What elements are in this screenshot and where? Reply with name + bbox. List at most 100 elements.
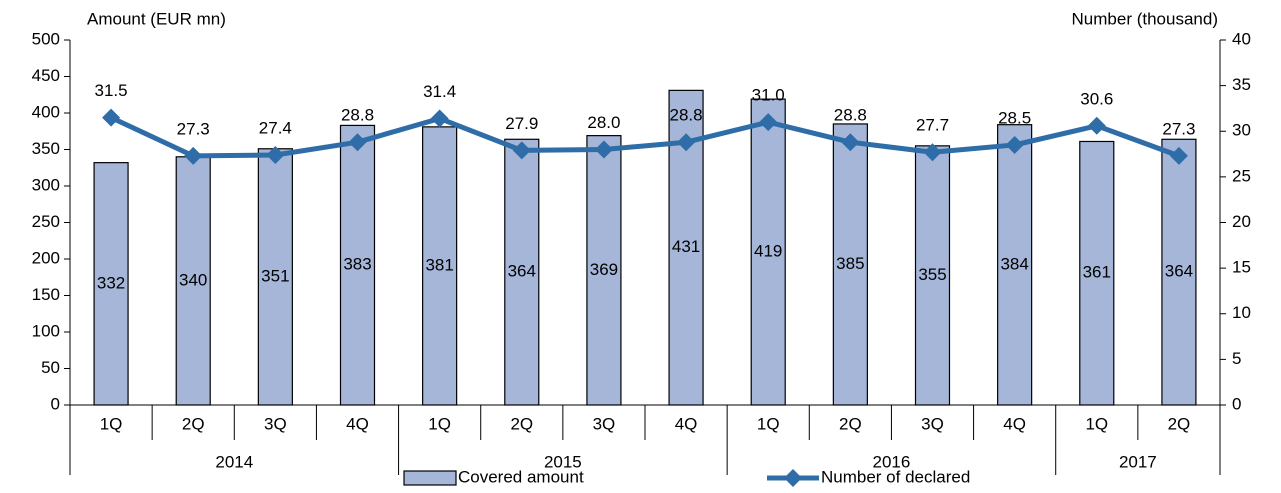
group-label: 2016 bbox=[873, 452, 911, 471]
x-tick-label: 1Q bbox=[100, 414, 123, 433]
line-marker bbox=[1087, 116, 1106, 135]
bar-value-label: 351 bbox=[261, 266, 289, 285]
line-value-label: 28.8 bbox=[341, 106, 374, 125]
legend-marker bbox=[784, 469, 802, 487]
x-tick-label: 3Q bbox=[921, 414, 944, 433]
line-value-label: 28.5 bbox=[998, 108, 1031, 127]
line-marker bbox=[348, 133, 367, 152]
bar-value-label: 419 bbox=[754, 242, 782, 261]
x-tick-label: 1Q bbox=[757, 414, 780, 433]
line-value-label: 28.8 bbox=[834, 106, 867, 125]
y2-tick-label: 25 bbox=[1232, 166, 1251, 185]
y2-tick-label: 0 bbox=[1232, 394, 1241, 413]
line-marker bbox=[266, 145, 285, 164]
bar bbox=[422, 126, 458, 406]
y-tick-label: 150 bbox=[32, 285, 60, 304]
line-value-label: 30.6 bbox=[1080, 89, 1113, 108]
legend-label: Covered amount bbox=[458, 467, 584, 486]
bar-value-label: 364 bbox=[508, 262, 536, 281]
y-tick-label: 350 bbox=[32, 139, 60, 158]
y-tick-label: 500 bbox=[32, 29, 60, 48]
line-marker bbox=[512, 141, 531, 160]
bar-value-label: 383 bbox=[343, 255, 371, 274]
x-tick-label: 4Q bbox=[1003, 414, 1026, 433]
line-marker bbox=[430, 109, 449, 128]
y2-tick-label: 40 bbox=[1232, 29, 1251, 48]
bar bbox=[832, 123, 868, 406]
y2-axis-title: Number (thousand) bbox=[1072, 9, 1218, 28]
y-tick-label: 250 bbox=[32, 212, 60, 231]
line-value-label: 27.3 bbox=[1162, 119, 1195, 138]
bar bbox=[339, 124, 376, 406]
bar bbox=[257, 148, 293, 406]
bar-value-label: 384 bbox=[1000, 254, 1028, 273]
y2-tick-label: 20 bbox=[1232, 212, 1251, 231]
line-value-label: 31.4 bbox=[423, 82, 456, 101]
line-marker bbox=[1005, 135, 1024, 154]
y2-tick-label: 5 bbox=[1232, 349, 1241, 368]
line-marker bbox=[841, 133, 860, 152]
line-value-label: 31.0 bbox=[752, 86, 785, 105]
bar bbox=[1161, 138, 1197, 406]
line-marker bbox=[1169, 146, 1188, 165]
line-marker bbox=[594, 140, 613, 159]
line-value-label: 27.4 bbox=[259, 118, 292, 137]
line-value-label: 28.8 bbox=[670, 106, 703, 125]
y-tick-label: 400 bbox=[32, 102, 60, 121]
legend-label: Number of declared bbox=[821, 467, 970, 486]
y-tick-label: 50 bbox=[41, 358, 60, 377]
y2-tick-label: 10 bbox=[1232, 303, 1251, 322]
y-tick-label: 450 bbox=[32, 66, 60, 85]
line-marker bbox=[184, 146, 203, 165]
y-tick-label: 100 bbox=[32, 321, 60, 340]
x-tick-label: 2Q bbox=[182, 414, 205, 433]
y2-tick-label: 30 bbox=[1232, 121, 1251, 140]
line-value-label: 27.9 bbox=[505, 114, 538, 133]
bar-value-label: 381 bbox=[425, 255, 453, 274]
x-tick-label: 1Q bbox=[428, 414, 451, 433]
bar bbox=[1079, 140, 1115, 406]
line bbox=[110, 115, 1180, 159]
line-value-label: 27.3 bbox=[177, 119, 210, 138]
y-tick-label: 0 bbox=[51, 394, 60, 413]
line-marker bbox=[759, 113, 778, 132]
bar bbox=[504, 138, 540, 406]
line-value-label: 28.0 bbox=[587, 113, 620, 132]
x-tick-label: 3Q bbox=[593, 414, 616, 433]
y-tick-label: 300 bbox=[32, 175, 60, 194]
line-value-label: 31.5 bbox=[95, 81, 128, 100]
bar-value-label: 355 bbox=[918, 265, 946, 284]
bar-value-label: 385 bbox=[836, 254, 864, 273]
bar-value-label: 431 bbox=[672, 237, 700, 256]
legend-swatch bbox=[403, 470, 457, 486]
x-tick-label: 2Q bbox=[839, 414, 862, 433]
bar-value-label: 332 bbox=[97, 273, 125, 292]
y2-tick-label: 35 bbox=[1232, 75, 1251, 94]
y-axis-title: Amount (EUR mn) bbox=[87, 9, 226, 28]
line-marker bbox=[102, 108, 121, 127]
bar-value-label: 340 bbox=[179, 270, 207, 289]
bar bbox=[586, 135, 622, 406]
group-label: 2017 bbox=[1119, 452, 1157, 471]
bar-value-label: 364 bbox=[1165, 262, 1193, 281]
bar-value-label: 361 bbox=[1083, 263, 1111, 282]
bar bbox=[93, 162, 129, 406]
line-marker bbox=[677, 133, 696, 152]
x-tick-label: 4Q bbox=[675, 414, 698, 433]
line-marker bbox=[923, 143, 942, 162]
bar bbox=[750, 98, 786, 406]
group-label: 2014 bbox=[215, 452, 253, 471]
bar bbox=[914, 145, 951, 406]
bar bbox=[997, 124, 1033, 406]
bar-value-label: 369 bbox=[590, 260, 618, 279]
x-tick-label: 2Q bbox=[1168, 414, 1191, 433]
group-label: 2015 bbox=[544, 452, 582, 471]
x-tick-label: 1Q bbox=[1085, 414, 1108, 433]
x-tick-label: 2Q bbox=[510, 414, 533, 433]
x-tick-label: 4Q bbox=[346, 414, 369, 433]
line-value-label: 27.7 bbox=[916, 116, 949, 135]
x-tick-label: 3Q bbox=[264, 414, 287, 433]
y-tick-label: 200 bbox=[32, 248, 60, 267]
y2-tick-label: 15 bbox=[1232, 258, 1251, 277]
